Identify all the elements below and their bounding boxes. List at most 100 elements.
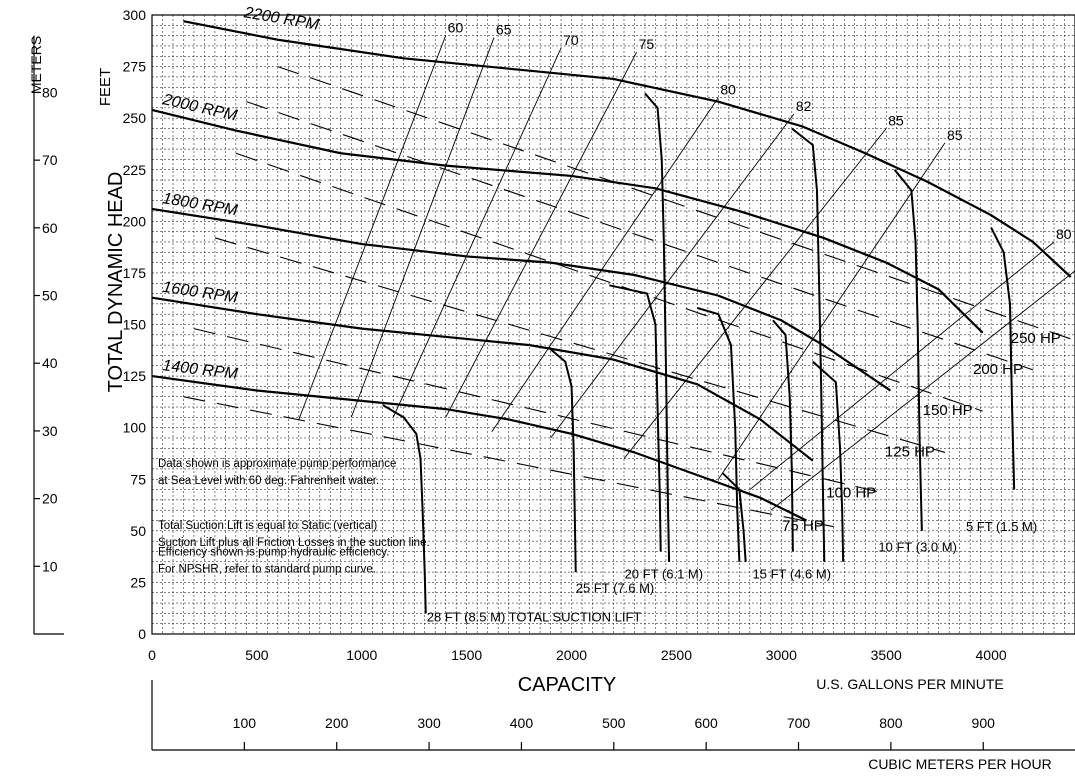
suction-lift-curve [791,127,826,562]
cmh-unit-label: CUBIC METERS PER HOUR [868,756,1052,772]
horsepower-label: 200 HP [973,361,1023,378]
meters-tick-label: 50 [42,288,58,304]
y-tick-label: 50 [130,523,146,539]
horsepower-line [193,328,887,495]
y-tick-label: 225 [123,162,147,178]
x-tick-label: 1500 [451,647,482,663]
cmh-tick-label: 800 [879,715,903,731]
suction-lift-curve [721,472,747,562]
efficiency-label: 65 [496,22,512,38]
cmh-tick-label: 400 [510,715,534,731]
suction-lift-curve [549,348,577,573]
x-tick-label: 2500 [661,647,692,663]
annotation-note: at Sea Level with 60 deg. Fahrenheit wat… [158,475,379,487]
horsepower-label: 150 HP [923,402,973,419]
y-tick-label: 275 [123,59,147,75]
speed-curve-label: 2000 RPM [160,91,239,125]
suction-lift-label: 15 FT (4.6 M) [753,566,832,581]
cmh-tick-label: 100 [233,715,257,731]
speed-curve [183,20,1072,278]
y-tick-label: 75 [130,471,146,487]
x-tick-label: 1000 [346,647,377,663]
suction-lift-curve [812,360,845,562]
efficiency-label: 85 [947,127,963,143]
meters-unit-label: METERS [28,36,44,94]
speed-curve [151,108,984,334]
y-tick-label: 150 [123,317,147,333]
efficiency-line [718,142,946,480]
meters-tick-label: 30 [42,423,58,439]
horsepower-label: 125 HP [885,443,935,460]
efficiency-line [749,241,1055,490]
y-tick-label: 100 [123,420,147,436]
annotation-note: Data shown is approximate pump performan… [158,458,396,470]
chart-series [151,20,1075,614]
y-axis-title: TOTAL DYNAMIC HEAD [105,172,127,393]
suction-lift-curve [609,284,662,552]
efficiency-label: 80 [1056,226,1072,242]
y-tick-label: 250 [123,110,147,126]
horsepower-line [277,66,1071,340]
horsepower-label: 100 HP [826,485,876,502]
gpm-unit-label: U.S. GALLONS PER MINUTE [816,676,1003,692]
cmh-tick-label: 700 [787,715,811,731]
suction-lift-curve [382,404,427,614]
cmh-tick-label: 900 [972,715,996,731]
horsepower-line [246,101,1034,371]
y-tick-label: 0 [138,626,146,642]
efficiency-line [298,35,447,420]
meters-tick-label: 40 [42,355,58,371]
annotation-note: Suction Lift plus all Friction Losses in… [158,537,430,549]
cmh-tick-label: 300 [417,715,441,731]
suction-lift-curve [644,92,671,562]
meters-tick-label: 70 [42,152,58,168]
efficiency-label: 75 [639,36,655,52]
cmh-tick-label: 200 [325,715,349,731]
annotation-note: Total Suction Lift is equal to Static (v… [158,520,377,532]
speed-curve [151,207,892,392]
efficiency-line [445,51,637,418]
efficiency-label: 82 [796,98,812,114]
horsepower-line [235,152,983,412]
suction-lift-label: 20 FT (6.1 M) [625,566,704,581]
meters-tick-label: 60 [42,220,58,236]
meters-tick-label: 80 [42,84,58,100]
feet-unit-label: FEET [97,68,114,106]
suction-lift-curve [697,307,741,562]
efficiency-label: 85 [888,112,904,128]
efficiency-line [491,97,719,433]
y-tick-label: 175 [123,265,147,281]
suction-lift-label: 5 FT (1.5 M) [966,519,1037,534]
efficiency-label: 70 [563,32,579,48]
efficiency-label: 60 [448,20,464,36]
speed-curve [151,296,814,462]
meters-tick-label: 20 [42,491,58,507]
efficiency-line [623,128,887,459]
x-tick-label: 2000 [556,647,587,663]
suction-lift-curve [893,169,923,531]
horsepower-label: 250 HP [1011,330,1061,347]
x-axis-title: CAPACITY [518,674,617,696]
suction-lift-curve [772,319,794,552]
suction-lift-curve [990,227,1016,490]
horsepower-line [214,237,946,453]
horsepower-label: 75 HP [782,518,824,535]
x-tick-label: 3000 [766,647,797,663]
x-tick-label: 3500 [871,647,902,663]
annotation-note: Efficiency shown is pump hydraulic effic… [158,547,389,559]
suction-lift-label: 28 FT (8.5 M) TOTAL SUCTION LIFT [427,610,642,625]
suction-lift-label: 25 FT (7.6 M) [576,581,655,596]
cmh-tick-label: 600 [694,715,718,731]
x-tick-label: 500 [245,647,269,663]
speed-curve [151,374,807,522]
chart-grid [151,14,1075,635]
y-tick-label: 200 [123,213,147,229]
y-tick-label: 300 [123,7,147,23]
x-tick-label: 0 [148,647,156,663]
horsepower-line [183,396,834,528]
y-tick-label: 125 [123,368,147,384]
speed-curve-label: 2200 RPM [242,4,321,34]
meters-tick-label: 10 [42,558,58,574]
